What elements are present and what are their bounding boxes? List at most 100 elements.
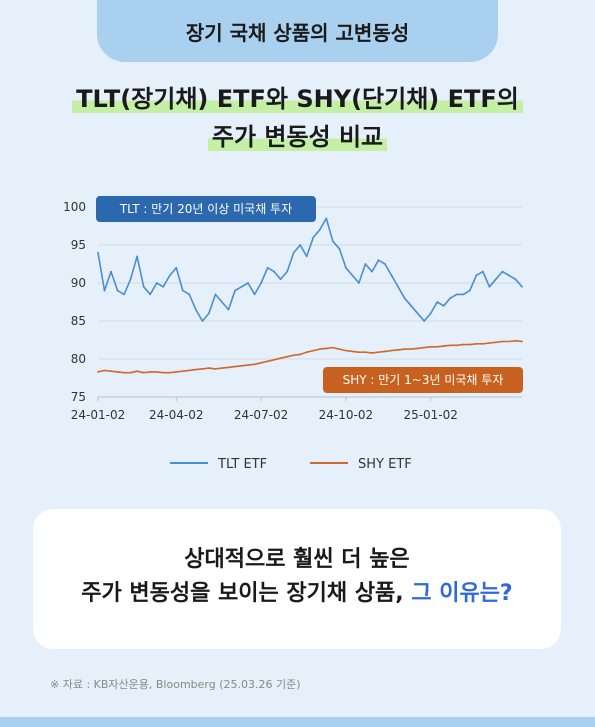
data-point [273,358,276,361]
x-tick-label: 24-10-02 [319,408,373,422]
data-point [240,364,243,367]
data-point [299,244,302,246]
data-point [207,312,210,315]
data-point [110,370,112,373]
data-point [253,363,256,366]
data-point [266,266,269,269]
data-point [214,293,217,296]
data-point [221,367,223,370]
x-tick-label: 25-01-02 [403,408,457,422]
data-point [234,365,236,368]
data-point [338,247,341,250]
data-point [495,278,497,281]
data-point [312,349,315,352]
data-point [201,320,204,322]
data-point [260,361,262,364]
data-point [501,270,504,273]
data-point [351,350,354,353]
page-title: TLT(장기채) ETF와 SHY(단기채) ETF의 주가 변동성 비교 [0,80,595,156]
data-point [501,340,504,343]
data-point [331,240,334,243]
data-point [279,278,282,281]
data-point [168,274,171,277]
data-point [123,293,125,296]
data-point [416,347,419,350]
data-point [253,293,256,296]
data-point [508,274,510,277]
data-point [429,345,432,348]
data-point [514,339,517,342]
y-tick-label: 90 [71,276,86,290]
title-line1: TLT(장기채) ETF와 SHY(단기채) ETF의 [72,85,523,113]
header-tab: 장기 국채 상품의 고변동성 [97,0,498,62]
data-point [442,345,445,347]
x-tick-label: 24-07-02 [234,408,288,422]
data-point [481,270,484,273]
data-point [371,352,373,354]
card-line2-accent: 그 이유는? [411,581,513,606]
data-point [181,289,184,292]
data-point [521,340,523,343]
data-point [429,312,432,315]
data-point [188,369,191,372]
data-point [325,347,328,350]
data-point [214,367,217,370]
y-tick-label: 80 [71,352,86,366]
data-point [344,266,347,269]
y-tick-label: 95 [71,238,86,252]
header-tab-title: 장기 국채 상품의 고변동성 [185,20,410,45]
data-point [495,341,497,344]
data-point [116,289,119,292]
data-point [449,297,452,300]
shy-annotation-box [323,367,523,393]
data-point [475,274,478,277]
data-point [325,217,328,220]
data-point [292,354,295,357]
data-point [488,342,491,344]
data-point [234,289,236,292]
data-point [97,251,99,254]
data-point [123,371,125,374]
data-point [488,285,491,288]
data-point [279,357,282,360]
card-line2-main: 주가 변동성을 보이는 장기채 상품, [81,581,412,606]
data-point [449,344,452,347]
data-point [227,308,230,311]
data-point [351,274,354,277]
series-line-shy [97,340,523,374]
data-point [240,285,243,288]
data-point [338,348,341,351]
data-point [247,364,249,366]
data-point [514,278,517,281]
data-point [97,371,99,373]
data-point [227,366,230,369]
data-point [390,349,393,352]
data-point [312,236,315,239]
data-point [481,342,484,345]
data-point [462,343,465,346]
data-point [168,371,171,374]
data-point [188,293,191,296]
data-point [344,349,347,352]
data-point [305,255,308,258]
data-point [416,312,419,315]
data-point [455,344,458,347]
data-point [136,255,139,258]
data-point [181,370,184,373]
data-point [142,371,145,374]
series-line-tlt [97,217,523,322]
legend-label-tlt: TLT ETF [217,457,267,472]
question-card: 상대적으로 훨씬 더 높은 주가 변동성을 보이는 장기채 상품, 그 이유는? [33,509,561,649]
data-point [116,371,119,373]
data-point [410,348,413,351]
data-point [403,348,406,351]
data-point [436,301,439,303]
data-point [136,370,139,373]
data-point [129,278,132,281]
data-point [149,293,152,296]
data-point [142,285,145,288]
data-point [475,342,478,345]
data-point [286,270,289,273]
data-point [207,367,210,370]
data-point [103,369,106,372]
